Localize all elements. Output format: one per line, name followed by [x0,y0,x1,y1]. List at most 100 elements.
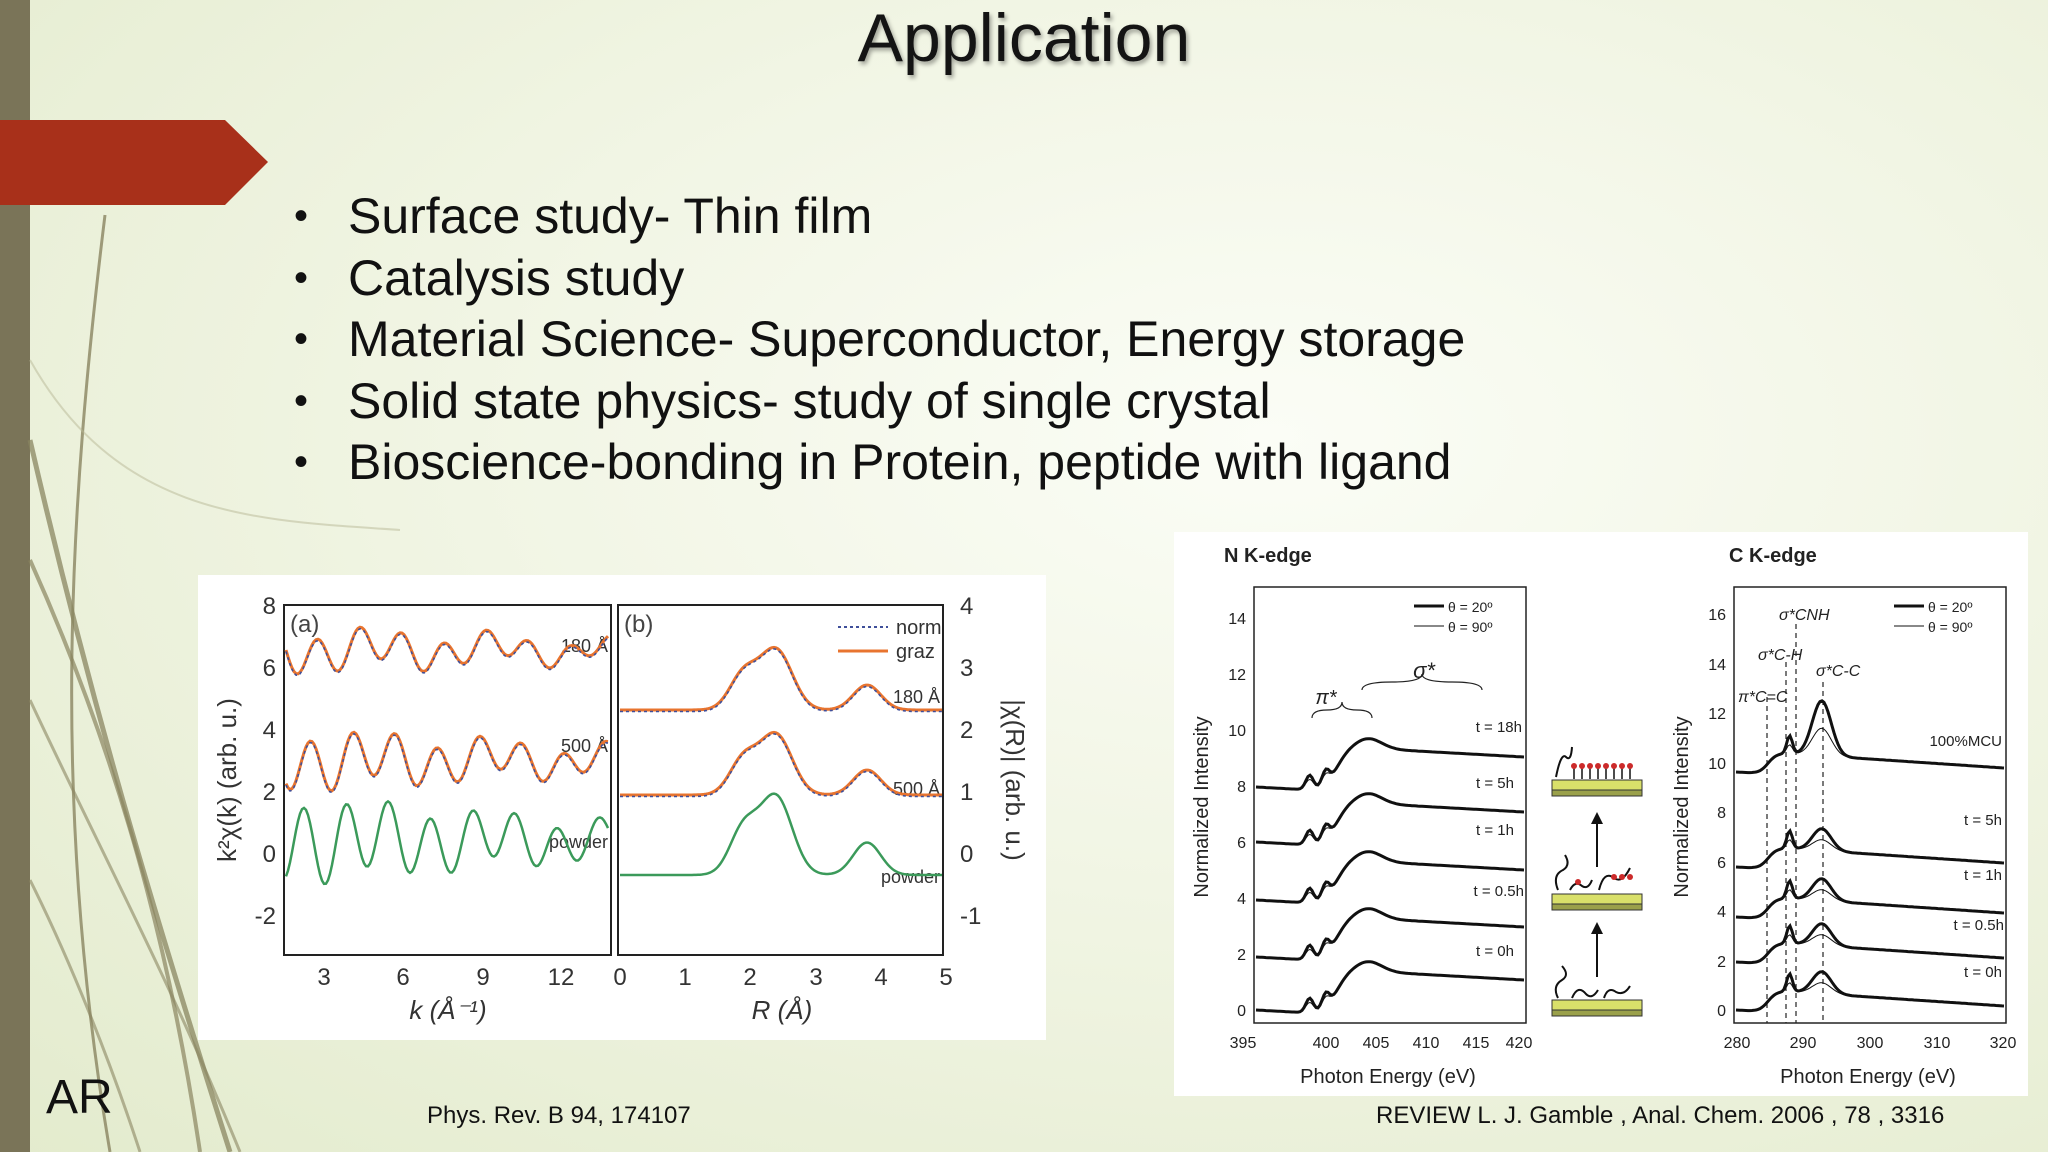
c-xtick: 300 [1857,1035,1884,1052]
a-ytick: 8 [263,593,276,620]
b-ytick: 4 [960,593,973,620]
n-xtick: 415 [1463,1035,1490,1052]
b-ytick: -1 [960,903,981,930]
c-edge-spectrum [1735,982,2005,1012]
c-ytick: 6 [1717,855,1726,872]
c-ytick: 8 [1717,805,1726,822]
bullet-item: Surface study- Thin film [294,186,1465,248]
n-peak-sigma: σ* [1413,658,1436,683]
c-xtick: 280 [1724,1035,1751,1052]
n-legend-20: θ = 20º [1448,599,1492,615]
c-edge-spectrum [1735,877,2005,920]
c-time-label: t = 5h [1964,812,2002,829]
c-xtick: 310 [1924,1035,1951,1052]
c-peak-label: σ*CNH [1779,607,1830,624]
exafs-b-graz-curve [620,645,942,712]
a-ylabel: k²χ(k) (arb. u.) [212,698,242,862]
nexafs-svg: N K-edge C K-edge 14 12 10 8 6 4 2 0 395… [1191,545,2017,1088]
n-time-label: t = 0.5h [1474,883,1524,900]
exafs-b-graz-curve [620,730,942,797]
c-peak-label: π*C=C [1738,689,1788,706]
c-time-label: t = 0h [1964,964,2002,981]
c-xlabel: Photon Energy (eV) [1780,1066,1956,1088]
nexafs-figure: N K-edge C K-edge 14 12 10 8 6 4 2 0 395… [1174,532,2028,1096]
n-ytick: 12 [1228,667,1246,684]
c-ytick: 12 [1708,706,1726,723]
a-ytick: 2 [263,779,276,806]
n-legend-90: θ = 90º [1448,619,1492,635]
n-ytick: 2 [1237,947,1246,964]
n-edge-spectrum [1255,793,1525,845]
panel-b-label: (b) [624,611,653,638]
b-xtick: 5 [939,964,952,991]
logo-text: AR [46,1071,113,1124]
c-edge-spectrum [1735,727,2005,774]
a-xtick: 12 [548,964,575,991]
legend-norm: norm [896,617,942,639]
n-xtick: 420 [1506,1035,1533,1052]
c-peak-label: σ*C-H [1758,647,1803,664]
b-ytick: 0 [960,841,973,868]
bullet-item: Solid state physics- study of single cry… [294,371,1465,433]
b-xtick: 4 [874,964,887,991]
panel-a-frame [283,604,612,956]
c-ytick: 10 [1708,756,1726,773]
bullet-item: Bioscience-bonding in Protein, peptide w… [294,432,1465,494]
c-time-label: t = 1h [1964,867,2002,884]
decorative-swoosh [27,214,401,1152]
b-xtick: 0 [613,964,626,991]
c-edge-spectrum [1735,827,2005,870]
bullet-item: Catalysis study [294,248,1465,310]
reference-right: REVIEW L. J. Gamble , Anal. Chem. 2006 ,… [1376,1102,1945,1129]
n-ytick: 0 [1237,1003,1246,1020]
c-xtick: 320 [1990,1035,2017,1052]
exafs-a-graz-curve [284,625,610,676]
bullet-item: Material Science- Superconductor, Energy… [294,309,1465,371]
n-edge-spectrum [1255,960,1525,1014]
c-ytick: 14 [1708,657,1726,674]
n-ytick: 6 [1237,835,1246,852]
c-ytick: 4 [1717,904,1726,921]
n-edge-spectrum [1255,908,1525,960]
exafs-a-powder-curve [284,799,610,886]
exafs-a-norm-curve [285,732,609,794]
exafs-b-powder-curve [620,792,942,877]
c-edge-spectrum [1735,839,2005,869]
legend-graz: graz [896,641,935,663]
n-ytick: 10 [1228,723,1246,740]
reference-left: Phys. Rev. B 94, 174107 [427,1102,691,1129]
b-ylabel: |χ(R)| (arb. u.) [1000,699,1030,861]
slide-title: Application [857,0,1191,76]
n-ytick: 8 [1237,779,1246,796]
n-ytick: 14 [1228,611,1246,628]
exafs-a-norm-curve [285,627,609,677]
n-time-label: t = 0h [1476,943,1514,960]
a-xtick: 6 [396,964,409,991]
n-ytick: 4 [1237,891,1246,908]
surface-schematic [1551,746,1643,1017]
a-ytick: 4 [263,717,276,744]
c-time-label: t = 0.5h [1954,917,2004,934]
b-curve-label: 180 Å [893,687,940,707]
n-xtick: 405 [1363,1035,1390,1052]
n-ylabel: Normalized Intensity [1191,716,1213,897]
n-peak-pi: π* [1315,687,1337,709]
exafs-b-norm-curve [620,733,942,798]
a-curve-label: powder [549,832,608,852]
n-xlabel: Photon Energy (eV) [1300,1066,1476,1088]
c-ytick: 0 [1717,1003,1726,1020]
c-ytick: 2 [1717,954,1726,971]
panel-b-frame [617,604,944,956]
n-edge-frame [1253,586,1527,1024]
b-ytick: 3 [960,655,973,682]
n-xtick: 410 [1413,1035,1440,1052]
b-xtick: 1 [678,964,691,991]
n-time-label: t = 1h [1476,822,1514,839]
a-ytick: -2 [255,903,276,930]
c-edge-frame [1733,586,2007,1024]
n-xtick: 395 [1230,1035,1257,1052]
n-edge-spectrum [1255,961,1525,1013]
a-xtick: 9 [476,964,489,991]
c-edge-title: C K-edge [1729,545,1817,567]
